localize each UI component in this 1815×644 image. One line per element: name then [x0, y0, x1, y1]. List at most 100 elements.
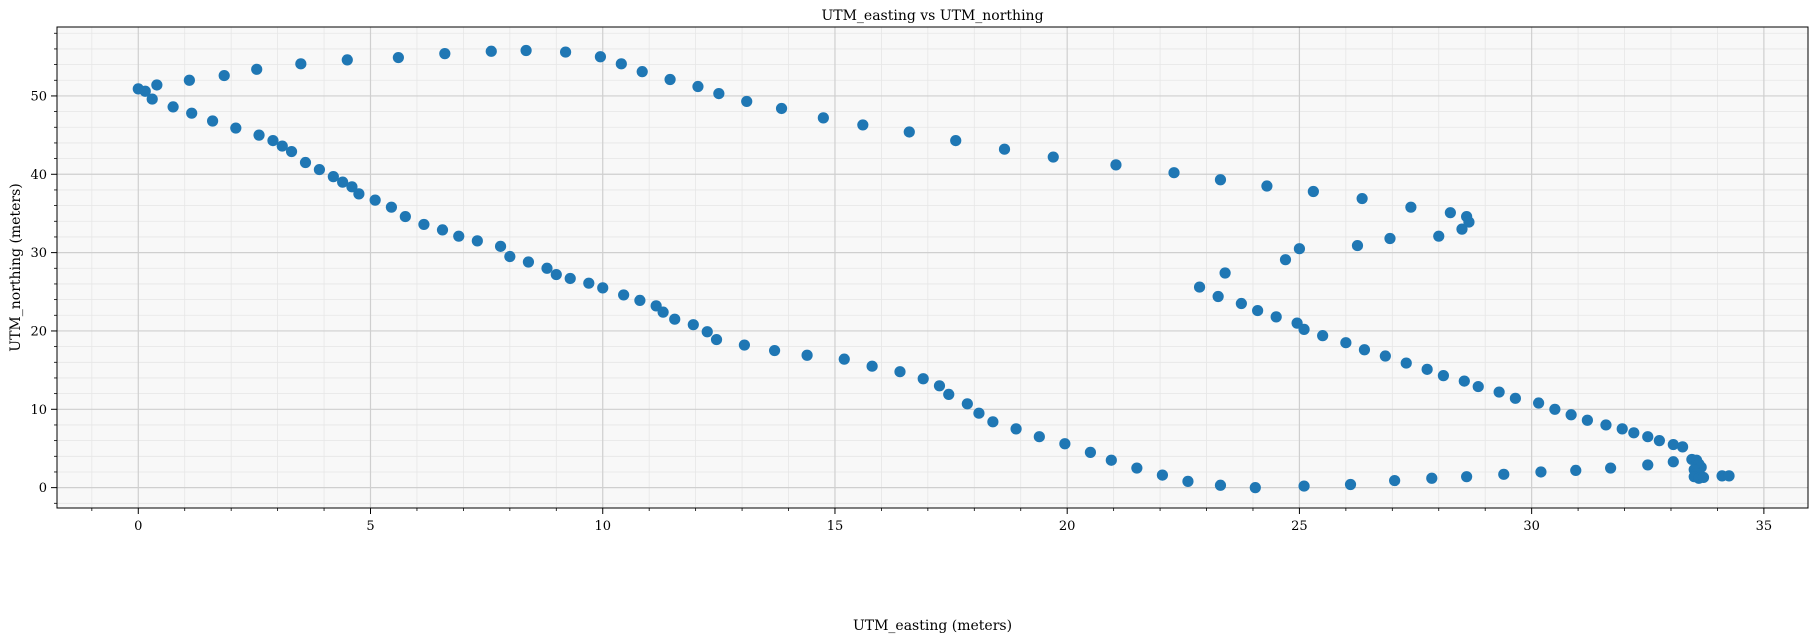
- data-point: [801, 349, 813, 361]
- data-point: [550, 268, 562, 281]
- y-tick-label: 0: [39, 481, 47, 496]
- data-point: [701, 326, 713, 338]
- x-tick-label: 5: [366, 519, 374, 534]
- data-point: [151, 79, 163, 91]
- data-point: [267, 134, 279, 147]
- data-point: [186, 107, 198, 119]
- data-point: [1498, 468, 1510, 480]
- plot-frame: [56, 26, 1809, 509]
- data-point: [337, 176, 349, 188]
- data-point: [276, 140, 288, 152]
- data-point: [313, 163, 326, 176]
- data-point: [218, 69, 230, 82]
- data-point: [917, 373, 929, 385]
- data-point: [1168, 167, 1180, 179]
- data-point: [634, 294, 646, 307]
- data-point: [1433, 230, 1445, 242]
- data-point: [1421, 363, 1433, 375]
- data-point: [583, 277, 595, 289]
- data-point: [1509, 392, 1521, 404]
- data-point: [1616, 423, 1628, 435]
- data-point: [1472, 380, 1484, 393]
- y-axis-ticks: 0 10 20 30 40 50: [30, 32, 57, 504]
- data-point: [1493, 386, 1505, 398]
- data-point: [436, 224, 449, 236]
- data-point: [559, 46, 572, 58]
- x-tick-label: 20: [1059, 519, 1076, 534]
- data-point: [1344, 478, 1357, 491]
- data-point: [1307, 185, 1319, 198]
- data-point: [167, 101, 179, 113]
- data-point: [1270, 311, 1282, 323]
- data-point: [418, 218, 430, 231]
- data-point: [399, 210, 411, 223]
- data-point: [183, 74, 195, 86]
- data-point: [392, 51, 404, 64]
- data-point: [1235, 297, 1247, 310]
- data-point: [838, 353, 850, 365]
- data-point: [453, 230, 465, 242]
- data-point: [206, 115, 219, 127]
- data-point: [961, 398, 973, 410]
- data-point: [894, 366, 906, 378]
- data-point: [857, 119, 869, 131]
- data-point: [1047, 151, 1059, 163]
- data-point: [1379, 350, 1391, 362]
- data-point: [775, 102, 788, 115]
- data-point: [1317, 330, 1329, 342]
- data-point: [1405, 201, 1417, 213]
- x-tick-label: 35: [1756, 519, 1773, 534]
- data-point: [327, 171, 339, 183]
- y-tick-label: 20: [30, 324, 47, 339]
- data-point: [1261, 180, 1273, 192]
- data-point: [1110, 159, 1122, 171]
- data-point: [636, 66, 648, 78]
- data-point: [146, 93, 158, 105]
- data-point: [494, 240, 507, 252]
- data-point: [230, 122, 242, 134]
- data-point: [385, 201, 398, 213]
- data-point: [1533, 397, 1545, 409]
- chart-title: UTM_easting vs UTM_northing: [821, 8, 1043, 24]
- x-tick-label: 25: [1291, 519, 1308, 534]
- data-point: [692, 80, 704, 93]
- y-tick-label: 50: [30, 89, 47, 104]
- data-point: [1389, 474, 1401, 487]
- data-point: [1356, 192, 1368, 205]
- data-point: [1212, 290, 1224, 303]
- data-point: [950, 134, 962, 147]
- data-point: [485, 45, 497, 57]
- data-point: [1605, 462, 1617, 474]
- data-point: [295, 58, 307, 70]
- data-point: [669, 313, 681, 325]
- data-point: [943, 388, 955, 401]
- data-point: [253, 129, 265, 141]
- data-point: [1642, 459, 1654, 471]
- y-tick-label: 40: [30, 168, 47, 183]
- data-point: [1384, 232, 1396, 245]
- y-axis-label: UTM_northing (meters): [8, 183, 24, 351]
- data-point: [866, 360, 878, 372]
- data-points: [132, 44, 1735, 494]
- data-point: [1549, 403, 1561, 415]
- data-point: [738, 339, 750, 351]
- data-point: [1084, 446, 1097, 458]
- data-point: [1628, 427, 1640, 439]
- data-point: [933, 380, 946, 392]
- data-point: [710, 333, 723, 346]
- data-point: [1193, 281, 1206, 293]
- data-point: [594, 51, 607, 63]
- data-point: [1059, 438, 1071, 450]
- data-point: [1461, 471, 1473, 483]
- data-point: [1219, 267, 1231, 279]
- data-point: [353, 188, 365, 200]
- data-point: [1458, 375, 1470, 387]
- data-point: [1697, 471, 1710, 484]
- data-point: [664, 73, 676, 86]
- data-point: [1298, 323, 1310, 335]
- data-point: [1437, 370, 1450, 382]
- data-point: [439, 48, 451, 60]
- data-point: [1463, 216, 1475, 228]
- data-point: [341, 54, 353, 66]
- data-point: [471, 235, 483, 247]
